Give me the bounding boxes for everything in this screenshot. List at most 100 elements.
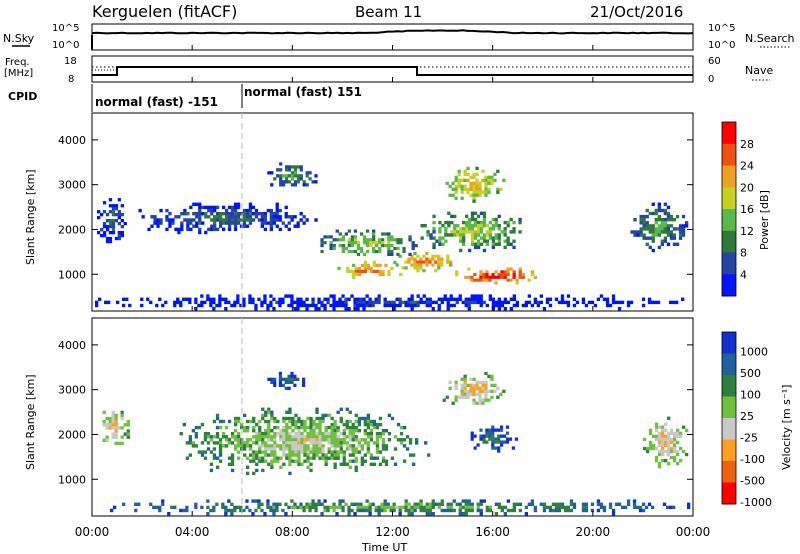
power-cell: [198, 205, 202, 210]
velocity-cell: [294, 441, 298, 445]
velocity-cell: [270, 413, 274, 418]
velocity-cell: [380, 505, 384, 510]
power-cell: [350, 241, 355, 245]
velocity-cell: [351, 425, 355, 430]
velocity-cell: [667, 437, 671, 442]
velocity-cell: [470, 431, 474, 435]
power-cell: [533, 297, 537, 301]
velocity-cell: [491, 425, 495, 429]
power-region-3: [320, 229, 418, 256]
power-cell: [491, 242, 495, 246]
velocity-cell: [327, 441, 331, 445]
power-cell: [369, 269, 373, 274]
velocity-cell: [461, 505, 465, 510]
velocity-cell: [317, 502, 321, 506]
velocity-cell: [200, 422, 205, 427]
velocity-cell: [596, 499, 601, 503]
power-cell: [473, 242, 478, 246]
velocity-cell: [479, 434, 483, 438]
power-cell: [180, 227, 184, 232]
velocity-cell: [252, 471, 256, 476]
power-cell: [353, 307, 357, 311]
power-cell: [275, 208, 279, 213]
velocity-cell: [654, 459, 659, 463]
power-ytick-label: 1000: [58, 268, 86, 281]
velocity-cell: [494, 437, 498, 441]
power-cell: [434, 254, 438, 258]
power-cell: [195, 215, 199, 219]
velocity-cell: [270, 380, 274, 384]
power-cell: [97, 210, 101, 214]
power-cell: [123, 222, 127, 226]
freq-left-label-2: [MHz]: [4, 68, 33, 79]
power-cell: [105, 228, 110, 232]
velocity-cell: [314, 505, 318, 510]
velocity-cell: [288, 432, 292, 436]
power-cell: [596, 297, 601, 301]
velocity-cell: [345, 441, 349, 445]
velocity-cell: [363, 459, 367, 463]
velocity-cell: [285, 416, 289, 421]
power-cell: [446, 307, 450, 311]
power-cell: [242, 208, 247, 213]
power-cell: [647, 297, 652, 301]
power-cell: [488, 297, 492, 301]
velocity-cell: [287, 380, 291, 384]
velocity-cell: [330, 416, 334, 421]
power-cell: [651, 211, 655, 216]
velocity-cell: [363, 429, 367, 433]
velocity-cell: [368, 502, 372, 506]
velocity-cell: [685, 428, 689, 432]
power-cell: [446, 254, 450, 258]
power-cell: [387, 244, 391, 248]
power-cell: [296, 307, 300, 311]
power-cell: [398, 300, 402, 305]
velocity-cell: [428, 512, 432, 516]
velocity-cell: [342, 459, 346, 463]
power-cell: [440, 300, 444, 305]
velocity-cell: [296, 377, 300, 381]
velocity-cell: [472, 401, 476, 405]
velocity-cell: [318, 456, 322, 460]
power-cell: [454, 184, 458, 188]
power-cell: [476, 239, 481, 243]
x-tick-label: 12:00: [375, 525, 410, 539]
velocity-cell: [327, 456, 331, 460]
velocity-cell: [551, 502, 556, 506]
velocity-cell: [389, 508, 393, 513]
velocity-cell: [209, 450, 214, 454]
power-cell: [287, 221, 291, 225]
power-colorbar-swatch: [722, 122, 736, 145]
power-cell: [245, 212, 250, 216]
power-cell: [447, 211, 451, 215]
power-colorbar-swatch: [722, 143, 736, 166]
velocity-cell: [354, 425, 358, 430]
velocity-cell: [449, 502, 453, 506]
power-cell: [186, 212, 190, 216]
power-cell: [344, 232, 348, 236]
noise-tick-bottom: 10^0: [52, 40, 79, 51]
velocity-cell: [161, 499, 165, 503]
power-cell: [460, 178, 464, 182]
power-cell: [120, 219, 124, 223]
velocity-cell: [494, 428, 498, 432]
velocity-cell: [315, 447, 319, 451]
velocity-cell: [333, 425, 337, 430]
power-cell: [299, 297, 303, 301]
power-cell: [195, 224, 199, 228]
power-cell: [488, 227, 492, 231]
power-cell: [396, 246, 400, 251]
power-cell: [651, 239, 655, 243]
power-cell: [102, 225, 107, 229]
velocity-cell: [318, 444, 322, 448]
power-cell: [476, 214, 481, 219]
velocity-cell: [117, 426, 121, 430]
power-cell: [459, 233, 463, 237]
power-cell: [266, 221, 270, 225]
velocity-cell: [679, 446, 683, 451]
velocity-cell: [312, 419, 316, 424]
velocity-cell: [345, 425, 349, 430]
velocity-cell: [644, 505, 649, 510]
power-cell: [422, 260, 426, 264]
